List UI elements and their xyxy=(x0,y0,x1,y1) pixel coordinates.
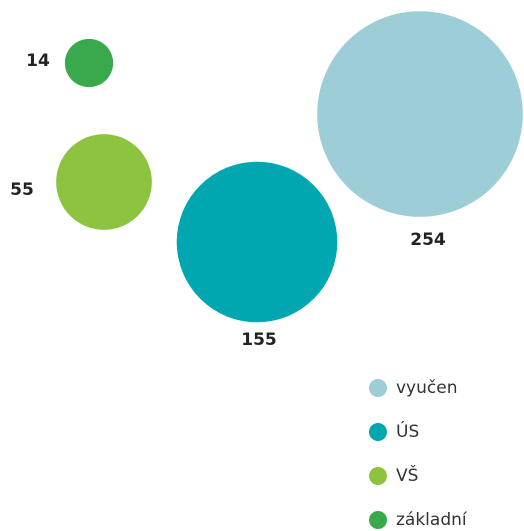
bubble xyxy=(176,161,338,323)
legend-marker xyxy=(369,467,387,485)
bubble xyxy=(317,11,523,217)
legend-label: VŠ xyxy=(396,464,418,486)
legend-marker xyxy=(369,423,387,441)
legend-marker xyxy=(369,379,387,397)
legend-label: vyučen xyxy=(396,378,457,398)
bubble xyxy=(64,38,114,88)
value-label: 55 xyxy=(10,180,34,200)
value-label: 14 xyxy=(26,51,50,71)
legend-label: ÚS xyxy=(396,420,419,442)
bubble xyxy=(56,134,152,230)
value-label: 254 xyxy=(410,230,446,250)
value-label: 155 xyxy=(241,330,277,350)
legend-marker xyxy=(369,511,387,529)
legend-label: základní xyxy=(396,510,468,530)
